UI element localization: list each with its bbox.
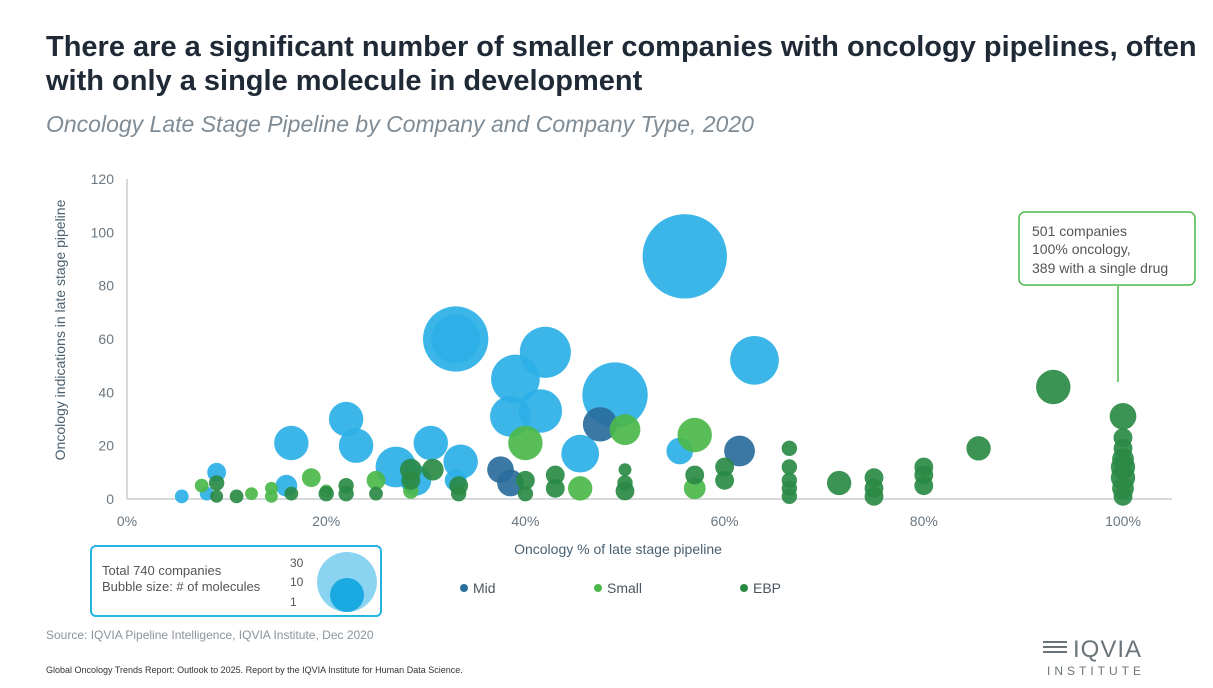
legend-dot-ebp — [740, 584, 748, 592]
bubble-small — [194, 478, 209, 493]
y-tick-label: 0 — [106, 491, 114, 507]
callout-line-2: 100% oncology, — [1032, 241, 1131, 257]
bubble-ebp — [618, 463, 632, 477]
bubble-small — [264, 489, 278, 503]
bubble-ebp — [421, 458, 444, 481]
bubble-ebp — [515, 470, 535, 490]
y-tick-label: 40 — [98, 384, 114, 400]
bubble-ebp — [284, 486, 299, 501]
size-label-10: 10 — [290, 575, 304, 589]
x-tick-label: 100% — [1105, 513, 1141, 529]
bubble-large — [328, 401, 364, 437]
bubble-large — [274, 425, 309, 461]
size-bubble-1 — [342, 602, 352, 612]
bubble-ebp — [450, 485, 467, 502]
bubble-large — [561, 434, 600, 473]
x-tick-label: 20% — [312, 513, 340, 529]
bubble-ebp — [1109, 402, 1137, 430]
bubble-ebp — [369, 486, 383, 501]
size-label-30: 30 — [290, 556, 304, 570]
bubble-large — [431, 314, 481, 364]
bubble-ebp — [864, 486, 884, 506]
y-tick-label: 100 — [91, 224, 115, 240]
callout-box — [1018, 211, 1196, 286]
legend-label-small: Small — [607, 580, 643, 596]
bubble-ebp — [545, 465, 565, 485]
bubble-ebp — [229, 489, 244, 504]
source-note: Source: IQVIA Pipeline Intelligence, IQV… — [46, 628, 374, 642]
bubble-small — [677, 417, 712, 453]
bubble-large — [413, 425, 448, 461]
legend-total-text: Total 740 companies — [102, 563, 222, 578]
y-axis-title: Oncology indications in late stage pipel… — [52, 199, 68, 460]
bubble-ebp — [715, 470, 735, 490]
bubble-large — [491, 354, 540, 404]
size-label-1: 1 — [290, 595, 297, 609]
bubble-ebp — [517, 485, 534, 502]
footer-note: Global Oncology Trends Report: Outlook t… — [46, 665, 463, 675]
callout-line-3: 389 with a single drug — [1032, 260, 1168, 276]
bubble-ebp — [1113, 486, 1133, 506]
legend-item-ebp: EBP — [740, 580, 781, 596]
x-tick-label: 0% — [117, 513, 137, 529]
bubble-mid — [724, 435, 755, 467]
bubble-ebp — [966, 436, 991, 461]
bubble-ebp — [401, 470, 421, 490]
logo-lines-icon — [1043, 641, 1067, 656]
bubble-large — [174, 489, 189, 504]
callout-line-1: 501 companies — [1032, 223, 1127, 239]
bubble-large — [642, 214, 727, 299]
bubble-ebp — [208, 475, 225, 491]
iqvia-logo: IQVIA INSTITUTE — [1043, 636, 1163, 680]
legend-item-small: Small — [594, 580, 642, 596]
legend-size-text: Bubble size: # of molecules — [102, 579, 261, 594]
x-tick-label: 80% — [910, 513, 938, 529]
chart-subtitle: Oncology Late Stage Pipeline by Company … — [46, 111, 754, 137]
bubble-ebp — [781, 440, 798, 457]
bubble-large — [338, 428, 374, 463]
bubble-small — [301, 468, 321, 488]
bubble-small — [568, 476, 593, 501]
logo-sub-text: INSTITUTE — [1047, 664, 1145, 678]
bubble-ebp — [338, 485, 354, 502]
bubble-size-legend: Total 740 companies Bubble size: # of mo… — [90, 545, 382, 617]
bubble-large — [730, 335, 779, 385]
size-bubble-10 — [330, 578, 364, 612]
x-axis-title: Oncology % of late stage pipeline — [514, 541, 722, 557]
bubble-small — [366, 470, 386, 490]
legend-label-ebp: EBP — [753, 580, 782, 596]
size-legend-bubbles — [317, 552, 377, 612]
bubble-ebp — [715, 457, 735, 477]
bubble-ebp — [615, 481, 635, 501]
bubble-small — [683, 477, 706, 500]
bubble-small — [609, 414, 641, 446]
bubble-mid — [582, 407, 618, 442]
y-tick-label: 60 — [98, 331, 114, 347]
page-title: There are a significant number of smalle… — [46, 31, 1197, 97]
bubble-ebp — [914, 476, 934, 496]
bubble-ebp — [318, 485, 334, 502]
y-tick-label: 20 — [98, 438, 114, 454]
x-tick-label: 60% — [711, 513, 739, 529]
legend-dot-small — [594, 584, 602, 592]
legend-label-mid: Mid — [473, 580, 496, 596]
bubble-small — [508, 425, 543, 461]
y-tick-label: 120 — [91, 171, 115, 187]
x-tick-label: 40% — [511, 513, 539, 529]
logo-main-text: IQVIA — [1073, 636, 1143, 663]
legend-item-mid: Mid — [460, 580, 496, 596]
bubble-ebp — [685, 465, 705, 485]
bubble-ebp — [781, 488, 798, 505]
legend-dot-mid — [460, 584, 468, 592]
y-tick-label: 80 — [98, 278, 114, 294]
bubble-ebp — [781, 459, 798, 475]
bubble-ebp — [545, 478, 565, 498]
bubble-ebp — [826, 470, 852, 496]
bubble-ebp — [1036, 369, 1071, 405]
bubble-ebp — [210, 489, 224, 503]
bubble-small — [245, 487, 258, 501]
